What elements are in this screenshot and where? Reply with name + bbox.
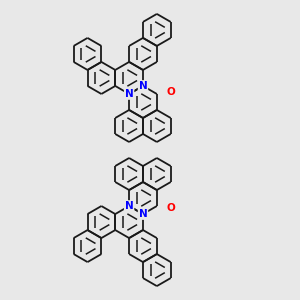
Text: N: N bbox=[139, 209, 147, 219]
Text: O: O bbox=[166, 87, 175, 98]
Text: N: N bbox=[139, 81, 147, 91]
Text: N: N bbox=[125, 89, 134, 99]
Text: N: N bbox=[125, 201, 134, 211]
Text: O: O bbox=[166, 202, 175, 213]
